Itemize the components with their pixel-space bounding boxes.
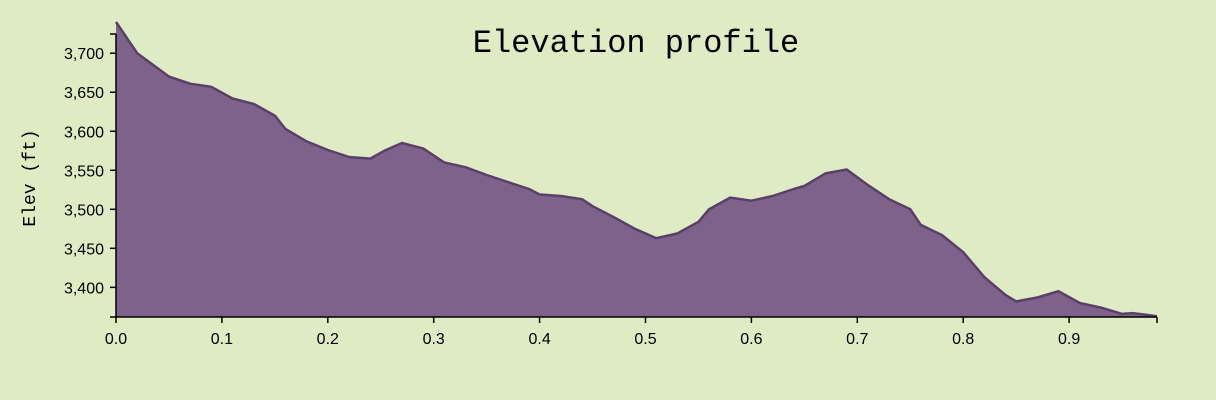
x-tick-label: 0.2 bbox=[317, 331, 339, 348]
axes: 0.0 0.1 0.2 0.3 0.4 0.5 0.6 0.7 0.8 0.9 3,400 3,450… bbox=[64, 33, 1158, 348]
elevation-line-0 bbox=[114, 21, 1158, 318]
x-tick-label: 0.6 bbox=[740, 331, 762, 348]
x-tick-label: 0.8 bbox=[952, 331, 974, 348]
x-tick-label: 0.4 bbox=[528, 331, 550, 348]
x-tick-label: 0.5 bbox=[634, 331, 656, 348]
x-tick-label: 0.3 bbox=[423, 331, 445, 348]
y-tick-label: 3,700 bbox=[64, 46, 104, 63]
y-tick-label: 3,500 bbox=[64, 202, 104, 219]
x-tick-label: 0.0 bbox=[105, 331, 127, 348]
chart-title: Elevation profile bbox=[473, 25, 799, 62]
x-tick-label: 0.1 bbox=[211, 331, 233, 348]
y-axis-label: Elev (ft) bbox=[21, 129, 41, 226]
x-tick-label: 0.7 bbox=[846, 331, 868, 348]
plot-area bbox=[114, 21, 1158, 318]
elevation-area-0 bbox=[116, 22, 1157, 317]
x-tick-label: 0.9 bbox=[1058, 331, 1080, 348]
y-tick-label: 3,400 bbox=[64, 280, 104, 297]
y-tick-label: 3,550 bbox=[64, 163, 104, 180]
y-tick-label: 3,450 bbox=[64, 241, 104, 258]
y-tick-label: 3,650 bbox=[64, 85, 104, 102]
y-tick-label: 3,600 bbox=[64, 124, 104, 141]
